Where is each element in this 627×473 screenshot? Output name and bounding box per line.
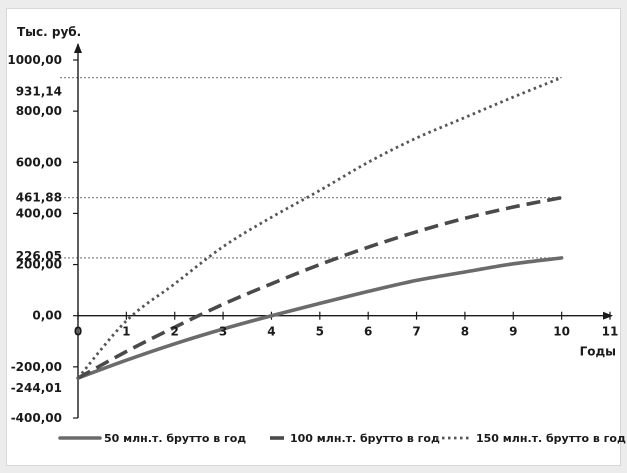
x-tick-label: 1 bbox=[122, 325, 130, 339]
x-tick-label: 3 bbox=[219, 325, 227, 339]
annotation-label: 461,88 bbox=[16, 191, 62, 205]
x-tick-label: 5 bbox=[316, 325, 324, 339]
x-tick-label: 2 bbox=[171, 325, 179, 339]
x-tick-label: 10 bbox=[553, 325, 570, 339]
legend-label-3: 150 млн.т. брутто в год bbox=[476, 432, 626, 445]
y-tick-label: 0,00 bbox=[32, 309, 62, 323]
annotation-label: 931,14 bbox=[16, 85, 62, 99]
y-tick-label: -200,00 bbox=[11, 360, 62, 374]
x-tick-label: 6 bbox=[364, 325, 372, 339]
y-tick-label: 400,00 bbox=[16, 206, 62, 220]
x-tick-label: 7 bbox=[412, 325, 420, 339]
series-line-1 bbox=[76, 256, 564, 380]
legend-label-2: 100 млн.т. брутто в год bbox=[290, 432, 440, 445]
y-tick-label: 1000,00 bbox=[7, 53, 62, 67]
y-tick-label: 600,00 bbox=[16, 155, 62, 169]
x-tick-label: 11 bbox=[602, 325, 619, 339]
annotation-label: 226,05 bbox=[16, 249, 62, 263]
y-tick-label: 800,00 bbox=[16, 104, 62, 118]
y-tick-label: -400,00 bbox=[11, 411, 62, 425]
x-axis-title: Годы bbox=[580, 345, 616, 359]
chart-panel bbox=[6, 8, 621, 466]
x-tick-label: 0 bbox=[74, 325, 82, 339]
y-tick-label: 200,00 bbox=[16, 258, 62, 272]
x-tick-label: 9 bbox=[509, 325, 517, 339]
series-line-2 bbox=[77, 195, 562, 380]
y-axis-title: Тыс. руб. bbox=[17, 25, 81, 39]
x-tick-label: 4 bbox=[267, 325, 275, 339]
x-tick-label: 8 bbox=[461, 325, 469, 339]
legend-label-1: 50 млн.т. брутто в год bbox=[104, 432, 246, 445]
annotation-label: -244,01 bbox=[11, 381, 62, 395]
